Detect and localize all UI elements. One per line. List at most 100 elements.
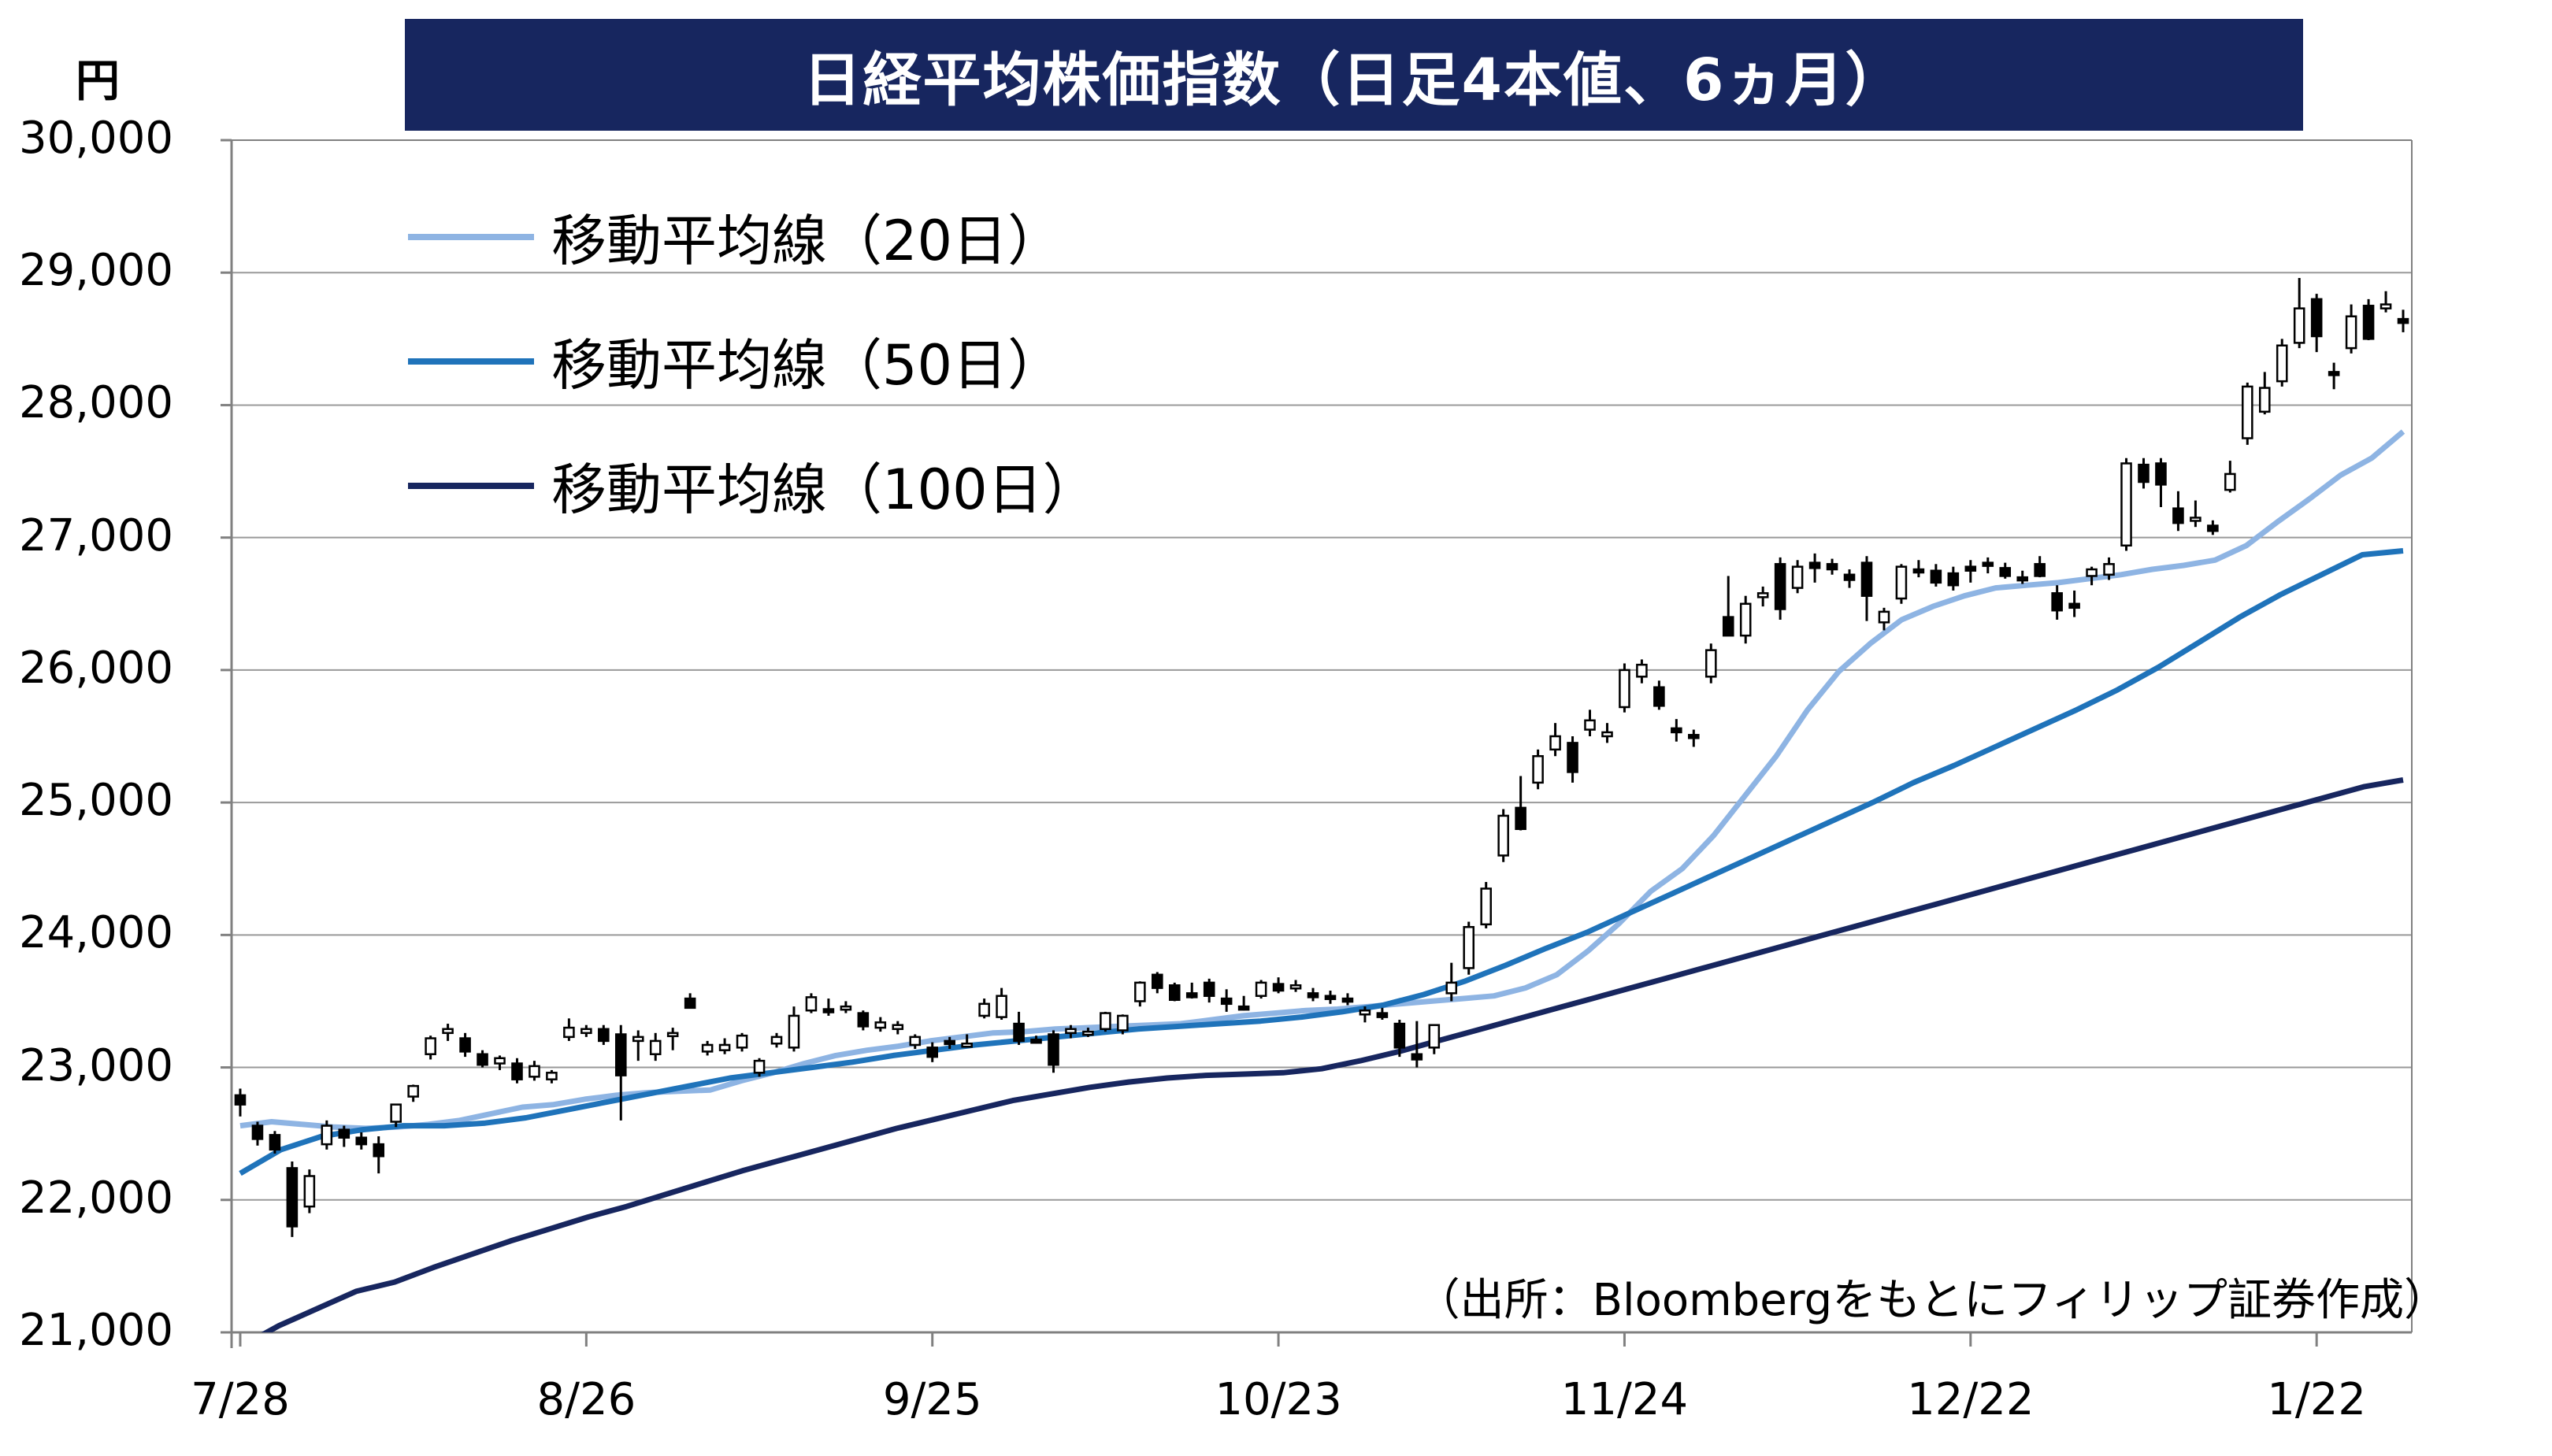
legend-swatch-ma100 xyxy=(408,482,534,489)
candle-body-up xyxy=(2380,303,2392,309)
candle-body-up xyxy=(1791,565,1804,589)
candle-body-up xyxy=(1532,754,1544,784)
candle-body-up xyxy=(978,1002,990,1017)
candle-body-down xyxy=(1324,995,1337,1000)
candle-body-up xyxy=(425,1037,436,1055)
candle-body-up xyxy=(1636,663,1648,678)
candle-body-up xyxy=(442,1028,454,1035)
candle-body-down xyxy=(269,1134,281,1151)
candle-body-up xyxy=(1497,814,1509,857)
candle-body-down xyxy=(1912,568,1925,574)
candle-body-up xyxy=(303,1175,316,1208)
candle-body-down xyxy=(1393,1022,1406,1049)
y-tick-label: 27,000 xyxy=(19,509,173,561)
candle-body-up xyxy=(2276,344,2288,383)
candle-body-down xyxy=(1376,1012,1389,1018)
candle-body-up xyxy=(1584,719,1596,731)
candle-body-down xyxy=(1203,981,1215,997)
candle-body-up xyxy=(1878,610,1890,624)
candle-body-down xyxy=(2328,371,2340,376)
candle-body-up xyxy=(736,1034,748,1049)
candle-body-down xyxy=(684,997,696,1010)
y-tick-label: 28,000 xyxy=(19,377,173,429)
legend-swatch-ma20 xyxy=(408,233,534,240)
candle-body-up xyxy=(563,1026,575,1039)
candle-body-up xyxy=(2086,568,2098,577)
candle-body-down xyxy=(2397,317,2409,324)
candle-body-up xyxy=(892,1024,904,1031)
x-tick-label: 9/25 xyxy=(882,1374,982,1425)
candle-body-up xyxy=(1445,981,1458,995)
candle-body-up xyxy=(2345,315,2357,350)
candle-body-down xyxy=(1930,569,1942,584)
candle-body-up xyxy=(1289,984,1302,990)
candle-body-down xyxy=(2034,563,2046,577)
candle-body-up xyxy=(2242,385,2253,439)
y-tick-label: 30,000 xyxy=(19,113,173,164)
source-note: （出所：Bloombergをもとにフィリップ証券作成） xyxy=(1415,1275,2448,1326)
y-tick-label: 21,000 xyxy=(19,1305,173,1356)
candle-body-up xyxy=(649,1039,662,1055)
candle-body-down xyxy=(2172,507,2184,524)
candle-body-down xyxy=(1982,561,1994,567)
candle-body-down xyxy=(234,1094,247,1106)
candle-body-down xyxy=(286,1167,299,1228)
candle-body-down xyxy=(2207,524,2219,532)
candle-body-up xyxy=(701,1043,714,1053)
x-tick-label: 1/22 xyxy=(2267,1374,2367,1425)
x-tick-label: 11/24 xyxy=(1560,1374,1689,1425)
candle-body-down xyxy=(598,1028,610,1043)
candle-body-up xyxy=(581,1028,592,1035)
candle-body-up xyxy=(1255,981,1267,997)
candle-body-up xyxy=(770,1036,783,1045)
candle-body-down xyxy=(477,1053,488,1066)
candle-body-down xyxy=(1671,727,1682,734)
candle-body-down xyxy=(857,1012,870,1028)
candle-body-down xyxy=(1152,973,1163,989)
candle-body-down xyxy=(251,1124,264,1140)
legend-swatch-ma50 xyxy=(408,358,534,365)
candle-body-down xyxy=(1220,997,1233,1006)
candle-body-up xyxy=(961,1043,973,1048)
candle-body-up xyxy=(666,1032,679,1038)
candle-body-up xyxy=(1739,602,1752,637)
candle-body-up xyxy=(1134,981,1146,1002)
candle-body-down xyxy=(1307,992,1319,998)
candle-body-up xyxy=(1601,731,1613,738)
candle-body-down xyxy=(1515,806,1526,831)
candle-body-up xyxy=(529,1065,540,1078)
y-axis-unit: 円 xyxy=(76,56,120,107)
candle-body-down xyxy=(1567,742,1578,773)
candle-body-down xyxy=(614,1033,627,1076)
candle-body-down xyxy=(2138,463,2150,483)
candle-body-up xyxy=(1117,1014,1129,1032)
candle-body-up xyxy=(390,1103,402,1123)
candle-body-up xyxy=(632,1036,644,1043)
candle-body-up xyxy=(1619,669,1630,709)
y-tick-label: 29,000 xyxy=(19,245,173,297)
candle-body-up xyxy=(407,1084,419,1098)
candle-body-up xyxy=(2224,472,2236,491)
candle-body-up xyxy=(788,1014,800,1049)
legend-label-ma50: 移動平均線（50日） xyxy=(551,333,1063,398)
candle-body-down xyxy=(926,1047,939,1058)
candle-body-down xyxy=(1168,984,1181,1002)
candle-body-up xyxy=(1428,1024,1441,1049)
legend-label-ma100: 移動平均線（100日） xyxy=(551,458,1098,522)
candle-body-down xyxy=(2362,305,2375,340)
candle-body-up xyxy=(321,1124,333,1146)
candle-body-down xyxy=(1030,1038,1042,1044)
candle-body-down xyxy=(1048,1033,1059,1066)
x-tick-label: 8/26 xyxy=(536,1374,636,1425)
y-tick-label: 23,000 xyxy=(19,1039,173,1091)
candle-body-down xyxy=(373,1143,385,1158)
candle-body-up xyxy=(1065,1028,1077,1035)
candle-body-down xyxy=(944,1039,955,1046)
legend-item-ma20: 移動平均線（20日） xyxy=(408,197,1063,276)
candle-body-up xyxy=(2258,387,2271,413)
candle-body-up xyxy=(546,1072,558,1080)
candle-body-up xyxy=(1895,565,1908,600)
chart-title: 日経平均株価指数（日足4本値、6ヵ月） xyxy=(405,19,2303,131)
candle-body-down xyxy=(1237,1005,1250,1011)
